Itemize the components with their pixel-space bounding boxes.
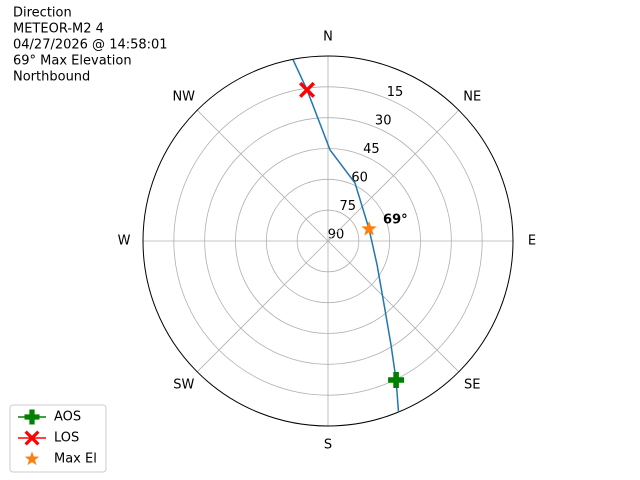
- title-line: Northbound: [13, 70, 90, 85]
- theta-tick-label: NW: [172, 89, 195, 104]
- legend-marker: [24, 430, 40, 446]
- axis-frame: [142, 55, 514, 427]
- r-tick-label: 15: [387, 85, 404, 100]
- r-tick-label: 75: [340, 199, 357, 214]
- grid-line: [196, 240, 329, 373]
- legend-marker: [24, 451, 40, 466]
- title-line: METEOR-M2 4: [13, 22, 104, 37]
- track-line: [292, 59, 400, 413]
- theta-tick-label: E: [528, 234, 536, 249]
- theta-tick-label: N: [323, 30, 333, 45]
- grid-line: [327, 109, 460, 242]
- r-tick-label: 45: [363, 142, 380, 157]
- theta-tick-label: NE: [463, 89, 481, 104]
- theta-tick-label: W: [118, 234, 131, 249]
- legend-marker: [24, 409, 40, 425]
- title-line: 69° Max Elevation: [13, 54, 132, 69]
- r-tick-label: 90: [328, 228, 345, 243]
- theta-tick-label: SE: [464, 378, 480, 393]
- grid-line: [196, 109, 329, 242]
- marker: [299, 81, 316, 98]
- grid-line: [327, 240, 460, 373]
- legend-label: LOS: [54, 431, 79, 446]
- title-line: Direction: [13, 6, 72, 21]
- annotation: 69°: [383, 212, 408, 227]
- marker: [388, 371, 405, 388]
- legend-label: AOS: [54, 410, 81, 425]
- title-line: 04/27/2026 @ 14:58:01: [13, 38, 168, 53]
- r-tick-label: 30: [375, 114, 392, 129]
- theta-tick-label: SW: [173, 378, 194, 393]
- marker: [361, 220, 377, 236]
- legend-label: Max El: [54, 452, 97, 467]
- r-tick-label: 60: [351, 171, 368, 186]
- theta-tick-label: S: [324, 438, 332, 453]
